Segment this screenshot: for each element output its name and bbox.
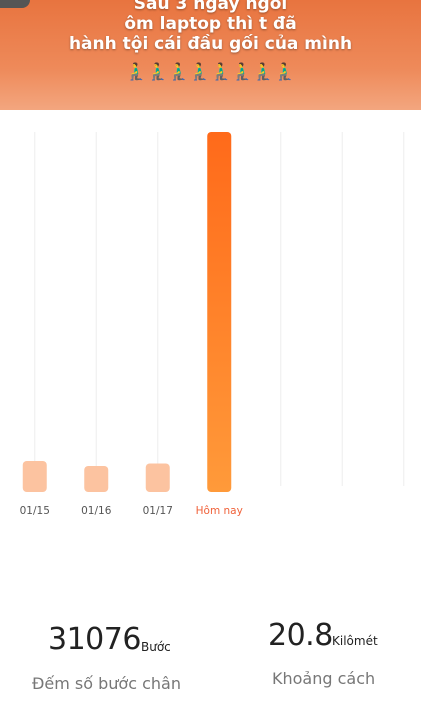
chart-bar[interactable]: [84, 466, 109, 492]
caption-line-2: ôm laptop thì t đã: [124, 14, 297, 34]
chart-svg: 01/15 01/16 01/17 Hôm nay: [20, 132, 405, 517]
caption-line-3: hành tội cái đầu gối của mình: [68, 34, 353, 54]
chart-x-tick-label: 01/15: [20, 505, 50, 517]
profile-avatar-corner: [0, 0, 30, 8]
chart-x-tick-label: 01/17: [143, 505, 173, 517]
story-header-background: [0, 0, 421, 125]
distance-value: 20.8: [268, 618, 333, 653]
chart-x-tick-label: Hôm nay: [196, 505, 243, 517]
steps-label: Đếm số bước chân: [32, 674, 181, 693]
steps-bar-chart: 01/15 01/16 01/17 Hôm nay: [0, 110, 421, 530]
caption-line-1: Sau 3 ngày ngồi: [133, 0, 288, 14]
chart-bar[interactable]: [22, 461, 47, 492]
emoji-row: 🧎‍♂️🧎‍♂️🧎‍♂️🧎‍♂️🧎‍♂️🧎‍♂️🧎‍♂️🧎‍♂️: [125, 62, 296, 82]
story-caption: Sau 3 ngày ngồi ôm laptop thì t đã hành …: [0, 0, 421, 54]
distance-unit: Kilômét: [332, 634, 378, 648]
steps-unit: Bước: [141, 640, 171, 654]
steps-count-value: 31076: [48, 622, 141, 657]
chart-bar[interactable]: [145, 463, 170, 493]
distance-label: Khoảng cách: [272, 669, 376, 688]
chart-x-tick-label: 01/16: [81, 505, 112, 517]
chart-bar[interactable]: [207, 132, 232, 492]
